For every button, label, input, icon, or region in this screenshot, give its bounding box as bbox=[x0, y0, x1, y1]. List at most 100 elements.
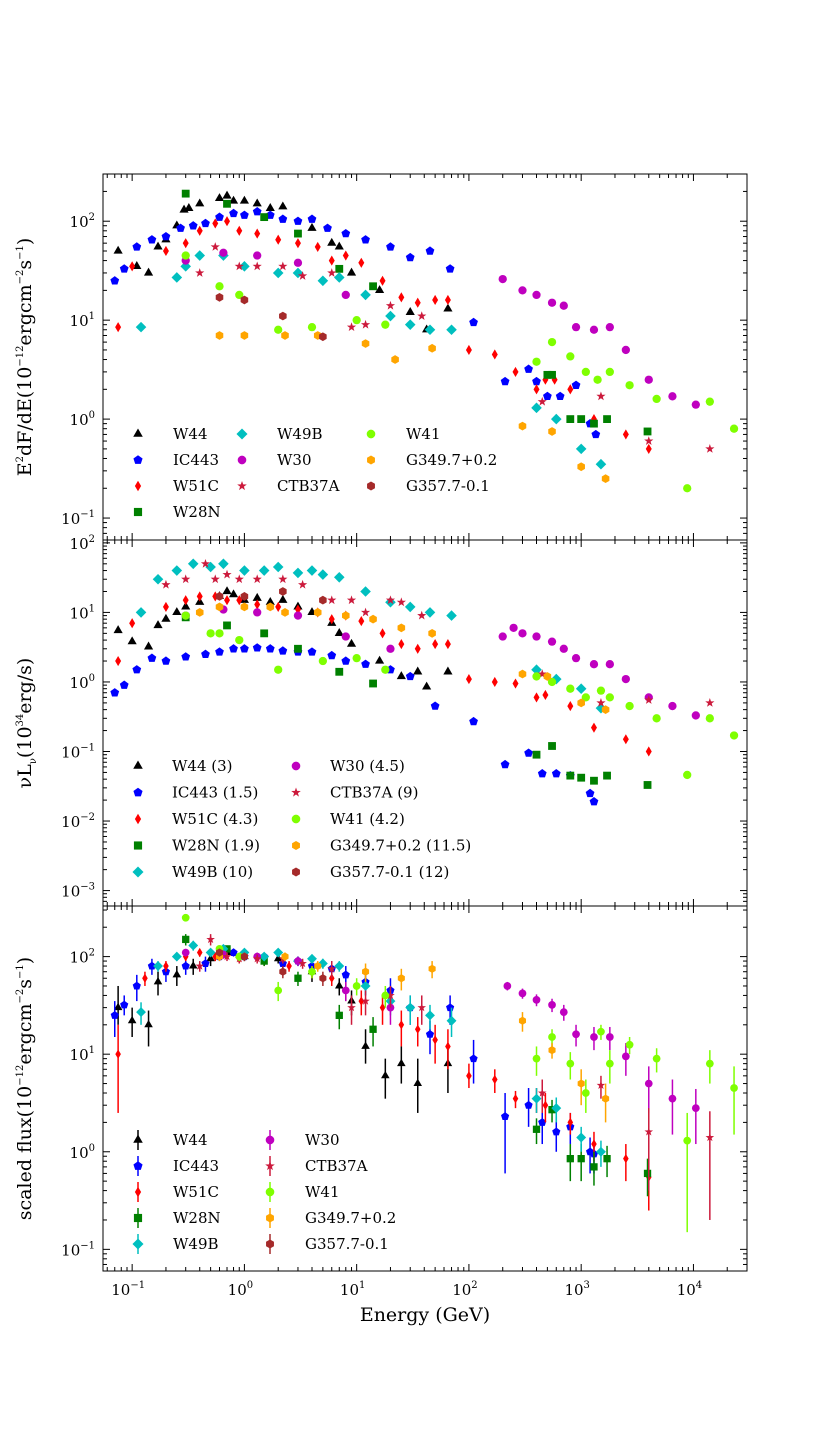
data-point bbox=[298, 579, 308, 589]
data-point bbox=[215, 948, 224, 957]
data-point bbox=[398, 1020, 405, 1030]
data-point bbox=[153, 976, 163, 985]
legend-item-g349-7-0-2: G349.7+0.2 bbox=[266, 1208, 396, 1228]
data-point bbox=[581, 693, 590, 702]
data-point bbox=[590, 776, 598, 785]
legend-item-w49b: W49B (10) bbox=[132, 863, 253, 881]
data-point bbox=[603, 415, 611, 424]
data-point bbox=[279, 967, 287, 976]
data-point bbox=[253, 251, 262, 260]
data-point bbox=[278, 574, 288, 584]
data-point bbox=[361, 659, 370, 668]
data-point bbox=[127, 636, 137, 645]
legend-item-w30: W30 bbox=[237, 451, 312, 469]
data-point bbox=[153, 961, 163, 972]
data-point bbox=[542, 689, 549, 701]
data-point bbox=[446, 1015, 457, 1026]
data-point bbox=[335, 667, 344, 676]
legend-item-g349-7-0-2: G349.7+0.2 (11.5) bbox=[292, 837, 471, 855]
series-w44 bbox=[113, 190, 453, 333]
data-point bbox=[532, 672, 541, 681]
legend-marker bbox=[132, 866, 144, 878]
data-point bbox=[361, 339, 370, 348]
data-point bbox=[621, 1052, 630, 1061]
data-point bbox=[396, 671, 406, 680]
data-point bbox=[537, 396, 547, 406]
data-point bbox=[308, 967, 316, 976]
data-point bbox=[153, 620, 163, 629]
data-point bbox=[547, 677, 557, 687]
data-point bbox=[223, 621, 231, 630]
legend-label: IC443 bbox=[173, 451, 219, 469]
series-w49b bbox=[135, 250, 607, 470]
data-point bbox=[644, 436, 654, 445]
legend-marker bbox=[133, 787, 143, 797]
y-axis-label: E2dF/dE(10−12ergcm−2s−1) bbox=[14, 238, 36, 477]
series-w41 bbox=[181, 913, 738, 1233]
data-point bbox=[498, 274, 507, 284]
data-point bbox=[135, 321, 147, 333]
series-w41 bbox=[181, 251, 739, 493]
legend-item-w44: W44 bbox=[133, 1130, 208, 1150]
legend-marker bbox=[291, 787, 301, 797]
data-point bbox=[597, 1027, 605, 1036]
data-point bbox=[187, 558, 199, 570]
legend-label: G349.7+0.2 bbox=[406, 451, 497, 469]
data-point bbox=[417, 1003, 427, 1012]
data-point bbox=[346, 595, 357, 605]
legend-marker bbox=[133, 1134, 143, 1143]
data-point bbox=[181, 189, 190, 198]
data-point bbox=[414, 1024, 421, 1035]
data-point bbox=[446, 324, 457, 336]
legend-marker bbox=[265, 1187, 275, 1197]
data-point bbox=[577, 1079, 585, 1088]
data-point bbox=[683, 484, 692, 493]
data-point bbox=[360, 289, 371, 301]
data-point bbox=[327, 964, 337, 973]
data-point bbox=[206, 953, 215, 962]
data-point bbox=[668, 701, 677, 711]
y-tick-label: 102 bbox=[70, 212, 95, 231]
data-point bbox=[188, 961, 198, 969]
data-point bbox=[524, 1100, 533, 1109]
legend-label: W49B bbox=[277, 425, 323, 443]
data-point bbox=[260, 213, 269, 222]
y-tick-label: 100 bbox=[70, 1143, 95, 1162]
legend-marker bbox=[266, 1239, 274, 1249]
legend-item-w41: W41 bbox=[366, 425, 441, 443]
data-point bbox=[571, 380, 581, 389]
data-point bbox=[239, 195, 249, 204]
data-point bbox=[683, 770, 692, 780]
data-point bbox=[215, 212, 224, 221]
data-point bbox=[361, 1041, 370, 1049]
data-point bbox=[294, 229, 302, 238]
data-point bbox=[358, 616, 365, 627]
data-point bbox=[113, 245, 123, 254]
data-point bbox=[547, 298, 557, 307]
y-axis-label: νLν(1034erg/s) bbox=[14, 658, 39, 789]
data-point bbox=[161, 656, 171, 665]
legend-marker bbox=[367, 455, 375, 465]
legend-marker bbox=[237, 480, 247, 491]
data-point bbox=[352, 654, 361, 663]
data-point bbox=[195, 268, 205, 277]
data-point bbox=[577, 698, 585, 708]
data-point bbox=[240, 952, 248, 961]
data-point bbox=[335, 264, 344, 273]
series-g349-7-0-2 bbox=[195, 602, 610, 714]
data-point bbox=[537, 1088, 547, 1097]
data-point bbox=[212, 218, 219, 229]
data-point bbox=[512, 366, 519, 377]
legend-label: W41 (4.2) bbox=[330, 810, 405, 828]
data-point bbox=[705, 397, 714, 406]
data-point bbox=[369, 679, 377, 688]
data-point bbox=[567, 701, 574, 712]
data-point bbox=[405, 252, 415, 262]
data-point bbox=[259, 951, 270, 962]
data-point bbox=[224, 216, 231, 227]
series-w30 bbox=[181, 948, 700, 1145]
data-point bbox=[222, 586, 232, 595]
data-point bbox=[548, 1001, 556, 1009]
data-point bbox=[115, 655, 122, 667]
data-point bbox=[548, 1046, 556, 1055]
